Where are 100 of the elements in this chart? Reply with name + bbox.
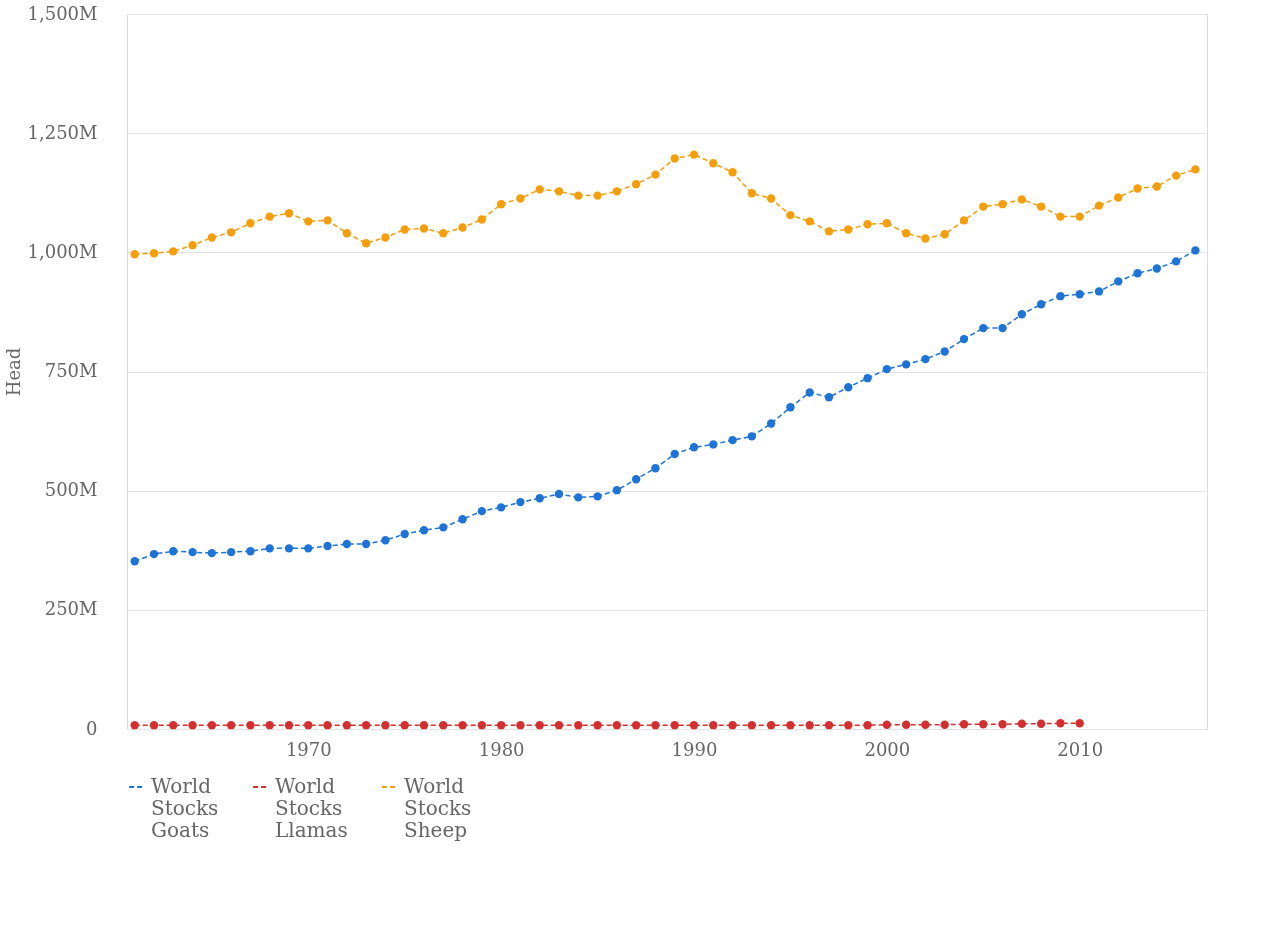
point [554, 721, 564, 730]
point [535, 185, 544, 194]
y-tick-label: 1,000M [27, 240, 98, 262]
point [284, 209, 294, 218]
point [226, 228, 236, 237]
point [1094, 201, 1104, 210]
point [1191, 246, 1200, 255]
point [304, 217, 313, 226]
point [574, 493, 583, 502]
point [1017, 195, 1027, 204]
point [516, 721, 525, 730]
point [149, 549, 159, 559]
point [246, 547, 255, 556]
point [400, 721, 409, 730]
point [304, 544, 313, 553]
point [169, 721, 178, 730]
point [747, 432, 757, 441]
point [786, 210, 795, 220]
point [439, 721, 448, 730]
point [979, 720, 988, 729]
point [323, 541, 332, 551]
y-tick-label: 500M [44, 479, 98, 501]
point [1056, 292, 1065, 301]
point [188, 241, 197, 250]
point [728, 721, 737, 730]
point [342, 229, 352, 238]
point [766, 721, 776, 730]
point [959, 216, 969, 225]
point [342, 539, 352, 549]
point [226, 547, 236, 557]
point [998, 323, 1007, 333]
point [747, 189, 757, 198]
point [979, 202, 988, 211]
point [882, 364, 892, 374]
point [863, 220, 872, 229]
point [169, 247, 178, 256]
point [863, 721, 872, 730]
point [940, 720, 949, 729]
point [728, 435, 737, 445]
point [130, 721, 139, 730]
point [516, 194, 525, 203]
point [304, 721, 313, 730]
point [612, 721, 622, 730]
point [381, 536, 390, 545]
point [1152, 264, 1162, 273]
point [400, 529, 409, 539]
point [439, 229, 448, 238]
point [265, 721, 274, 730]
point [496, 503, 506, 512]
point [477, 506, 487, 516]
legend-label: World Stocks Llamas [275, 774, 348, 842]
point [940, 347, 949, 356]
point [574, 191, 583, 200]
point [1114, 277, 1123, 286]
point [805, 721, 814, 730]
x-tick-label: 2010 [1057, 738, 1104, 760]
point [1114, 193, 1123, 202]
point [651, 170, 660, 179]
point [265, 544, 274, 553]
point [458, 721, 467, 730]
point [361, 539, 371, 549]
point [361, 239, 371, 248]
point [419, 526, 429, 535]
point [130, 557, 139, 566]
point [824, 721, 834, 730]
point [496, 721, 506, 730]
point [207, 233, 217, 242]
point [1171, 257, 1181, 266]
point [419, 721, 429, 730]
point [246, 721, 255, 730]
point [631, 180, 641, 189]
y-tick-label: 1,500M [27, 2, 98, 24]
point [651, 464, 660, 473]
point [901, 360, 911, 369]
point [1036, 719, 1046, 728]
point [496, 200, 506, 209]
point [612, 187, 622, 196]
point [439, 523, 448, 532]
y-tick-label: 1,250M [27, 121, 98, 143]
point [670, 154, 679, 163]
point [1075, 212, 1084, 221]
point [921, 354, 930, 364]
point [1094, 287, 1104, 296]
point [593, 191, 602, 200]
point [516, 497, 525, 507]
point [651, 721, 660, 730]
point [593, 492, 602, 501]
x-tick-label: 1980 [478, 738, 525, 760]
point [458, 515, 467, 524]
point [940, 230, 949, 239]
point [689, 150, 699, 159]
x-tick-label: 2000 [864, 738, 911, 760]
point [1056, 212, 1065, 221]
x-tick-label: 1970 [285, 738, 332, 760]
point [670, 721, 679, 730]
point [1133, 269, 1142, 278]
point [207, 548, 217, 558]
y-tick-label: 750M [44, 360, 98, 381]
point [323, 721, 332, 730]
point [1017, 719, 1027, 728]
